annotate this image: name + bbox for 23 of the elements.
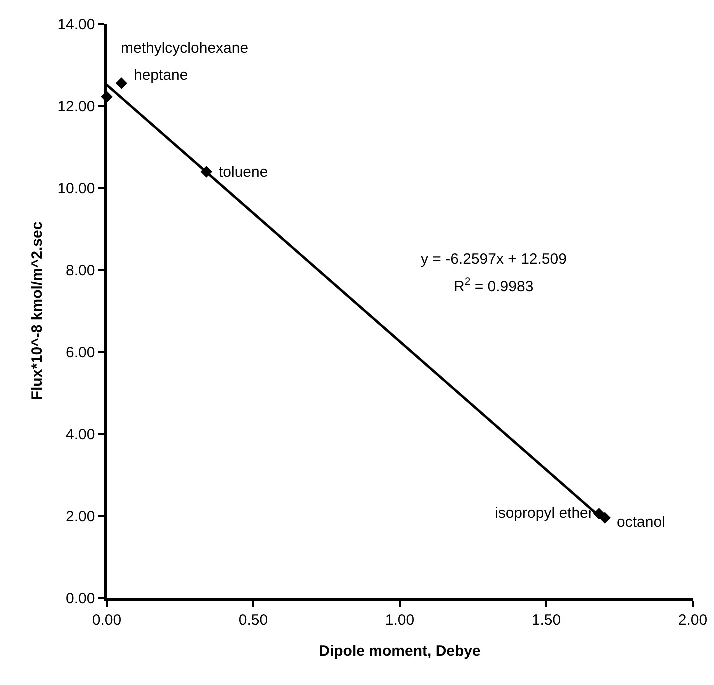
y-tick-label: 8.00 [66, 262, 96, 280]
annotation: heptane [134, 67, 188, 84]
x-tick-label: 0.00 [92, 612, 122, 629]
y-tick-label: 10.00 [58, 180, 96, 198]
y-axis-title: Flux*10^-8 kmol/m^2.sec [28, 222, 46, 400]
annotation: R$^{2}$ = 0.9983 [454, 276, 534, 296]
annotation: isopropyl ether [495, 505, 594, 522]
x-tick-label: 0.50 [238, 612, 268, 629]
y-tick-label: 0.00 [66, 590, 96, 608]
point [116, 78, 128, 90]
annotation: y = -6.2597x + 12.509 [421, 251, 567, 268]
x-axis-title: Dipole moment, Debye [319, 642, 481, 660]
y-tick-label: 12.00 [58, 98, 96, 116]
y-tick-label: 14.00 [58, 16, 96, 34]
annotation: toluene [219, 164, 268, 181]
x-tick-label: 1.50 [532, 612, 562, 629]
y-tick-label: 2.00 [66, 508, 96, 526]
y-tick-label: 4.00 [66, 426, 96, 444]
y-tick-label: 6.00 [66, 344, 96, 362]
x-tick-label: 2.00 [678, 612, 708, 629]
annotation: methylcyclohexane [121, 40, 249, 57]
annotation: octanol [617, 514, 666, 531]
x-tick-label: 1.00 [385, 612, 415, 629]
